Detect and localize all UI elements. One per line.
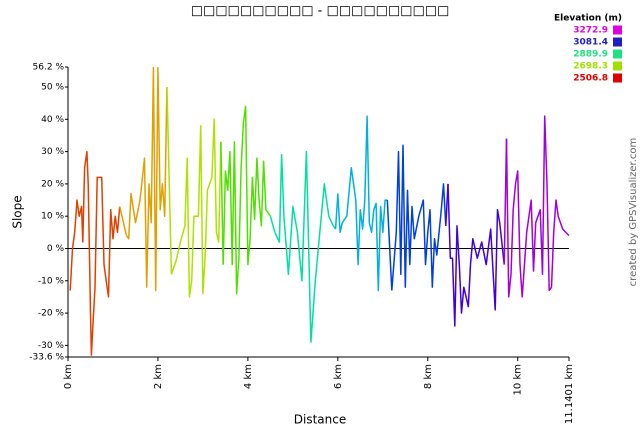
x-tick-label: 6 km [333, 364, 344, 389]
series-connector [386, 200, 393, 291]
series-connector [269, 215, 276, 233]
x-tick-label: 11.1401 km [564, 364, 575, 424]
y-tick-label: 56.2 % [33, 63, 65, 73]
y-axis-label: Slope [11, 195, 25, 228]
series-connector [166, 87, 173, 275]
chart-title: □□□□□□□□□□ - □□□□□□□□□□ [191, 4, 450, 19]
x-tick-label: 8 km [423, 364, 434, 389]
x-tick-label: 10 km [513, 364, 524, 395]
y-tick-label: 50 % [41, 83, 64, 93]
legend-label: 2506.8 [573, 74, 608, 84]
credit: created by GPSVisualizer.com [628, 138, 639, 287]
legend-swatch [613, 49, 622, 59]
y-tick-label: -33.6 % [29, 353, 64, 363]
slope-line [274, 150, 337, 343]
y-tick-label: 20 % [41, 179, 64, 189]
slope-line [505, 115, 570, 298]
legend-swatch [613, 25, 622, 35]
slope-line [222, 105, 272, 295]
legend-label: 3081.4 [573, 38, 608, 48]
x-tick-label: 2 km [153, 364, 164, 389]
slope-line [170, 118, 222, 298]
slope-line [337, 115, 388, 292]
legend-swatch [613, 73, 622, 83]
y-tick-label: -20 % [38, 309, 65, 319]
y-tick-label: -10 % [38, 276, 65, 286]
x-axis-label: Distance [294, 413, 346, 427]
legend-swatch [613, 61, 622, 71]
slope-line [391, 144, 447, 291]
x-tick-label: 4 km [243, 364, 254, 389]
legend-label: 2698.3 [573, 62, 608, 72]
legend-swatch [613, 37, 622, 47]
x-tick-label: 0 km [63, 364, 74, 389]
legend-label: 3272.9 [573, 26, 608, 36]
series-connector [118, 206, 128, 236]
y-tick-label: 10 % [41, 212, 64, 222]
legend-title: Elevation (m) [554, 14, 622, 24]
y-tick-label: 30 % [41, 147, 64, 157]
legend-label: 2889.9 [573, 50, 608, 60]
y-tick-label: -30 % [38, 341, 65, 351]
slope-line [69, 150, 121, 356]
y-tick-label: 0 % [47, 244, 65, 254]
slope-line [125, 66, 168, 292]
y-tick-label: 40 % [41, 115, 64, 125]
series-connector [220, 141, 224, 265]
slope-line [447, 183, 505, 327]
